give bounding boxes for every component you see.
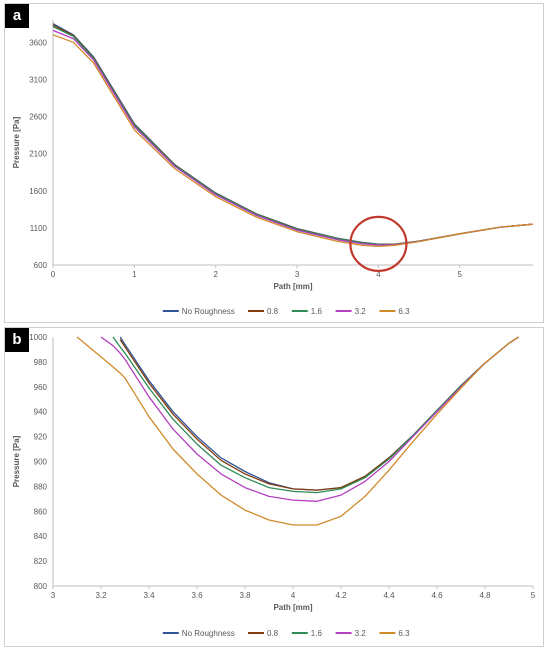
y-tick-label: 2600 (29, 113, 47, 122)
x-tick-label: 3.2 (95, 591, 107, 600)
y-tick-label: 820 (34, 557, 48, 566)
y-axis-title: Pressure [Pa] (12, 435, 21, 487)
chart-panel-b: b 800 820 840 860 880 900 920 940 960 980 1000 3 3.2… (4, 327, 544, 647)
x-tick-label: 4 (376, 270, 381, 279)
chart-b-svg: 800 820 840 860 880 900 920 940 960 980 1000 3 3.2 3.… (12, 333, 536, 638)
x-tick-label: 4.6 (431, 591, 443, 600)
legend-label: 1.6 (311, 307, 323, 316)
y-tick-label: 860 (34, 507, 48, 516)
y-tick-label: 1100 (30, 224, 48, 233)
legend-label: 1.6 (311, 629, 323, 638)
series-line-3-2 (100, 336, 519, 502)
series-line-0-8 (52, 24, 534, 246)
x-tick-label: 1 (132, 270, 137, 279)
panel-label-a: a (5, 4, 29, 28)
y-tick-label: 960 (34, 383, 48, 392)
x-tick-label: 3.6 (191, 591, 203, 600)
legend-label: 6.3 (398, 307, 410, 316)
x-axis-title: Path [mm] (273, 603, 312, 612)
y-tick-label: 2100 (29, 150, 47, 159)
legend-label: No Roughness (182, 307, 235, 316)
x-tick-label: 3 (295, 270, 300, 279)
x-axis-title: Path [mm] (273, 282, 312, 291)
legend-label: 3.2 (355, 307, 367, 316)
series-line-6-3 (76, 336, 519, 526)
y-tick-label: 940 (34, 408, 48, 417)
y-tick-label: 920 (34, 433, 48, 442)
minimum-highlight-circle (349, 215, 408, 272)
x-tick-label: 4.4 (383, 591, 395, 600)
series-line-no-roughness (52, 23, 534, 245)
series-line-0-8 (119, 336, 519, 491)
y-tick-label: 800 (34, 582, 48, 591)
y-axis-title: Pressure [Pa] (12, 116, 21, 168)
x-tick-label: 3.8 (239, 591, 251, 600)
legend-label: 0.8 (267, 629, 279, 638)
series-line-1-6 (52, 26, 534, 246)
y-tick-label: 3600 (29, 38, 47, 47)
series-line-6-3 (52, 34, 534, 248)
legend-label: 0.8 (267, 307, 279, 316)
panel-label-b: b (5, 328, 29, 352)
x-tick-label: 0 (51, 270, 56, 279)
legend-label: No Roughness (182, 629, 235, 638)
x-tick-label: 3 (51, 591, 56, 600)
legend-label: 3.2 (355, 629, 367, 638)
y-tick-label: 840 (34, 532, 48, 541)
y-tick-label: 3100 (29, 75, 47, 84)
series-line-no-roughness (119, 336, 519, 491)
y-tick-label: 900 (34, 458, 48, 467)
x-tick-label: 4 (291, 591, 296, 600)
x-tick-label: 5 (531, 591, 536, 600)
y-tick-label: 1000 (29, 333, 47, 342)
y-tick-label: 980 (34, 358, 48, 367)
series-line-3-2 (52, 29, 534, 246)
x-tick-label: 5 (458, 270, 463, 279)
x-tick-label: 3.4 (143, 591, 155, 600)
x-tick-label: 2 (213, 270, 218, 279)
series-line-1-6 (112, 336, 519, 494)
chart-a-svg: 600 1100 1600 2100 2600 3100 3600 0 1 2 3 4 5 Path [m… (12, 20, 534, 316)
y-tick-label: 600 (34, 261, 48, 270)
legend-label: 6.3 (398, 629, 410, 638)
chart-panel-a: a 600 1100 1600 2100 2600 3100 3600 0 1 2 3 4 5 Path … (4, 3, 544, 323)
x-tick-label: 4.2 (335, 591, 347, 600)
x-tick-label: 4.8 (479, 591, 491, 600)
y-tick-label: 1600 (29, 187, 47, 196)
y-tick-label: 880 (34, 482, 48, 491)
